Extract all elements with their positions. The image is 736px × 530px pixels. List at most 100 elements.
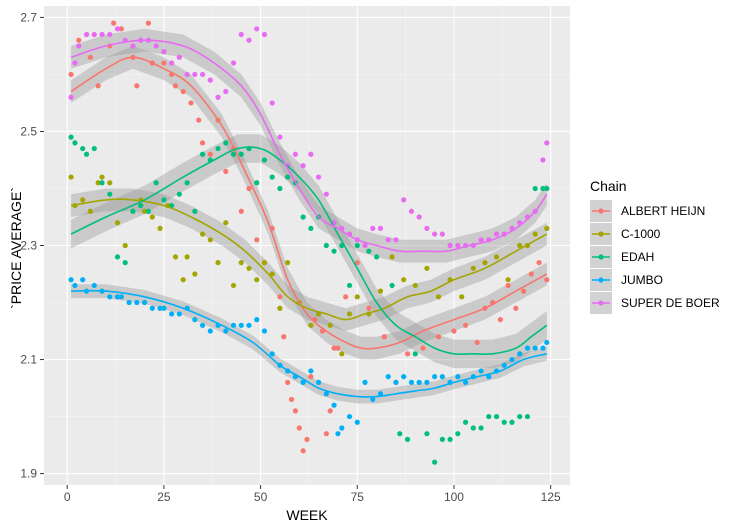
data-point-albert-heijn (246, 185, 252, 192)
data-point-super-de-boer (83, 31, 90, 38)
data-point-edah (501, 419, 507, 425)
data-point-jumbo (91, 282, 97, 289)
data-point-c-1000 (114, 220, 121, 226)
data-point-super-de-boer (169, 60, 175, 66)
data-point-edah (404, 436, 411, 442)
data-point-edah (300, 214, 306, 220)
smooth-curves (70, 39, 548, 398)
data-point-super-de-boer (401, 197, 407, 203)
data-point-albert-heijn (254, 237, 260, 243)
data-point-albert-heijn (404, 351, 411, 357)
data-point-super-de-boer (540, 157, 546, 163)
legend-label-super-de-boer: SUPER DE BOER (621, 296, 720, 310)
data-point-jumbo (192, 317, 198, 323)
data-point-albert-heijn (172, 83, 179, 89)
data-point-jumbo (455, 374, 461, 380)
data-point-jumbo (238, 322, 244, 328)
data-point-edah (107, 191, 113, 197)
data-point-edah (68, 134, 74, 140)
data-point-albert-heijn (68, 71, 74, 78)
data-point-albert-heijn (536, 260, 542, 266)
data-point-jumbo (354, 419, 360, 425)
legend-items: ALBERT HEIJN C-1000 EDAH JUMBO SUPER DE BOER (590, 200, 720, 314)
data-point-edah (277, 185, 283, 192)
y-tick-label: 2.3 (20, 239, 37, 253)
data-point-super-de-boer (68, 94, 74, 100)
legend-label-edah: EDAH (621, 250, 654, 264)
data-point-albert-heijn (288, 396, 295, 403)
data-point-edah (331, 248, 337, 254)
data-point-albert-heijn (95, 83, 101, 89)
data-point-edah (389, 282, 395, 289)
data-point-edah (323, 242, 329, 249)
data-point-albert-heijn (296, 425, 302, 431)
data-point-super-de-boer (184, 71, 190, 78)
data-point-c-1000 (254, 277, 260, 283)
data-point-super-de-boer (424, 225, 430, 231)
data-point-albert-heijn (462, 322, 469, 328)
data-point-edah (72, 140, 78, 146)
data-point-jumbo (300, 379, 306, 385)
data-point-c-1000 (238, 260, 244, 266)
data-point-super-de-boer (478, 237, 484, 243)
y-tick-label: 1.9 (20, 467, 37, 481)
data-point-edah (176, 191, 182, 197)
data-point-jumbo (107, 294, 113, 300)
data-point-super-de-boer (316, 174, 322, 180)
data-point-edah (254, 180, 260, 186)
data-point-c-1000 (482, 260, 488, 266)
data-point-albert-heijn (420, 345, 426, 351)
data-point-edah (346, 282, 353, 289)
data-point-albert-heijn (505, 282, 511, 289)
smooth-line-super-de-boer (70, 39, 548, 253)
data-point-edah (80, 145, 86, 152)
data-point-jumbo (134, 299, 140, 306)
legend-point-edah (598, 254, 604, 260)
data-point-super-de-boer (416, 214, 422, 220)
data-point-super-de-boer (408, 208, 415, 214)
legend-label-albert-heijn: ALBERT HEIJN (621, 204, 705, 218)
data-point-jumbo (517, 351, 523, 357)
data-point-jumbo (114, 294, 121, 300)
data-point-albert-heijn (292, 408, 298, 414)
data-point-edah (509, 419, 515, 425)
data-point-c-1000 (223, 220, 229, 226)
x-tick-label: 25 (157, 490, 171, 504)
data-point-super-de-boer (238, 31, 244, 38)
data-point-c-1000 (184, 254, 190, 260)
data-point-super-de-boer (130, 43, 136, 49)
data-point-jumbo (335, 431, 341, 437)
data-point-c-1000 (149, 214, 155, 220)
data-point-jumbo (68, 277, 74, 283)
data-point-c-1000 (544, 225, 550, 231)
data-point-albert-heijn (323, 431, 329, 437)
data-point-albert-heijn (381, 334, 387, 340)
data-point-albert-heijn (161, 60, 167, 66)
data-point-super-de-boer (323, 191, 329, 197)
data-point-edah (366, 248, 372, 254)
data-point-albert-heijn (343, 294, 349, 300)
data-point-jumbo (509, 356, 515, 363)
data-point-albert-heijn (111, 20, 117, 26)
data-point-edah (374, 254, 380, 260)
data-point-c-1000 (180, 277, 186, 283)
data-point-albert-heijn (188, 100, 194, 106)
data-point-c-1000 (532, 231, 538, 237)
data-point-super-de-boer (261, 31, 268, 38)
data-point-albert-heijn (277, 294, 283, 300)
data-point-albert-heijn (544, 277, 550, 283)
data-point-edah (354, 242, 360, 249)
data-point-jumbo (331, 402, 337, 408)
data-point-super-de-boer (114, 26, 121, 32)
data-point-edah (114, 254, 121, 260)
grid-major (44, 6, 570, 485)
data-point-edah (544, 185, 550, 192)
data-point-albert-heijn (87, 54, 94, 60)
data-point-c-1000 (277, 305, 283, 311)
data-point-c-1000 (215, 260, 221, 266)
smooth-line-edah (70, 146, 548, 356)
data-point-albert-heijn (327, 408, 333, 414)
data-point-jumbo (316, 379, 322, 385)
data-point-jumbo (157, 305, 163, 311)
data-point-edah (215, 145, 221, 152)
